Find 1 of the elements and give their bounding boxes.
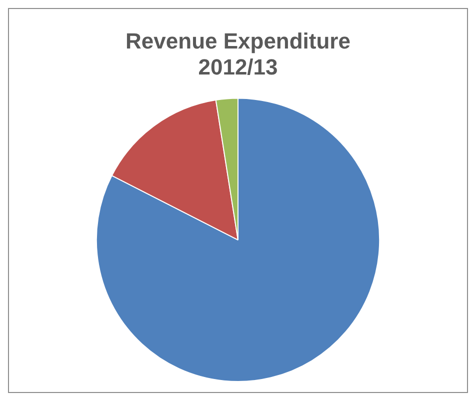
chart-title: Revenue Expenditure 2012/13 — [126, 28, 350, 80]
